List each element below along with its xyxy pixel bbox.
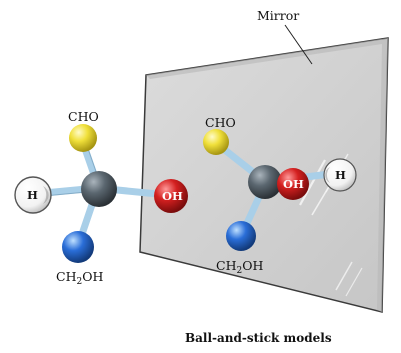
left-oh-ball [154,179,188,213]
right-oh-label: OH [283,177,304,191]
mirror-label: Mirror [257,8,299,23]
right-cho-label: CHO [205,115,236,130]
left-cho-ball [69,124,97,152]
right-h-label: H [335,168,346,182]
right-molecule: CHO OH H CH2OH [203,115,357,276]
left-ch2oh-ball [62,231,94,263]
mirror-leader-line [284,24,313,65]
left-cho-label: CHO [68,109,99,124]
left-ch2oh-label: CH2OH [56,269,103,287]
figure-caption: Ball-and-stick models [185,331,332,345]
left-oh-label: OH [162,189,183,203]
right-oh-ball [277,168,309,200]
left-molecule: CHO H OH CH2OH [14,109,188,287]
right-ch2oh-ball [226,221,256,251]
left-h-ball [14,176,52,214]
right-ch2oh-label: CH2OH [216,258,263,276]
right-h-ball [323,158,357,192]
left-carbon-ball [81,171,117,207]
right-carbon-ball [248,165,282,199]
right-cho-ball [203,129,229,155]
left-h-label: H [27,188,38,202]
